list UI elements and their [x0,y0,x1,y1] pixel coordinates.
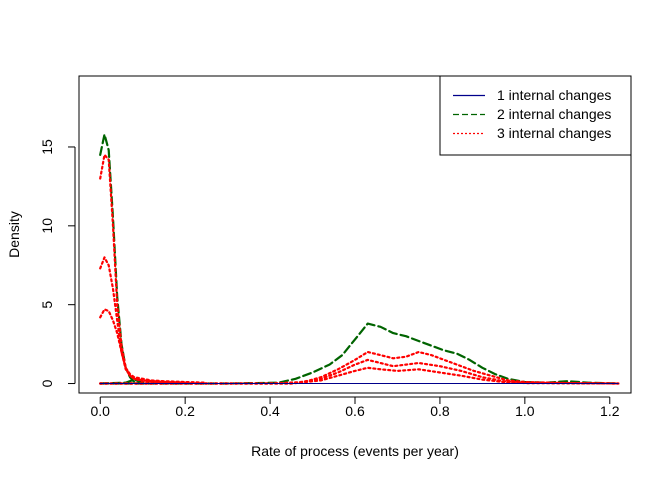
x-axis-title: Rate of process (events per year) [251,443,459,459]
plot-frame [78,75,632,394]
y-tick-label-0: 0 [39,379,55,387]
x-tick-label-0: 0.0 [90,403,110,419]
legend-label-0: 1 internal changes [497,87,611,103]
legend: 1 internal changes 2 internal changes 3 in… [439,75,632,156]
x-tick-label-6: 1.2 [600,403,620,419]
x-tick-label-4: 0.8 [430,403,450,419]
x-axis: 0.0 0.2 0.4 0.6 0.8 1.0 1.2 [90,396,620,419]
x-tick-label-2: 0.4 [260,403,280,419]
x-tick-label-5: 1.0 [515,403,535,419]
legend-label-2: 3 internal changes [497,125,611,141]
series-line-8 [99,366,620,385]
y-axis: 0 5 10 15 [39,139,76,387]
series-line-7 [99,358,620,385]
x-tick-label-3: 0.6 [345,403,365,419]
y-tick-label-3: 15 [39,139,55,155]
series-line-5 [99,308,187,384]
y-tick-label-1: 5 [39,301,55,309]
series-line-6 [99,350,620,385]
y-axis-title: Density [6,211,22,258]
x-tick-label-1: 0.2 [175,403,195,419]
series-layer [99,133,620,385]
legend-label-1: 2 internal changes [497,106,611,122]
y-tick-label-2: 10 [39,218,55,234]
legend-box [439,75,632,156]
